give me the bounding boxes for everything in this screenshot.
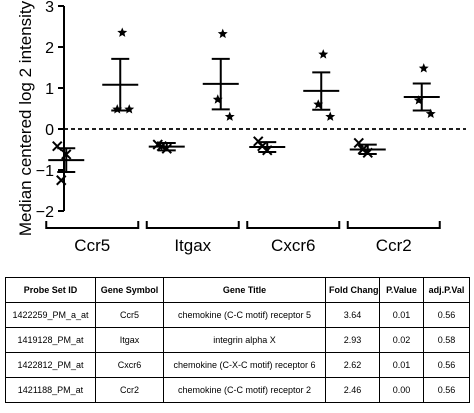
cell-p-value: 0.01: [379, 302, 424, 328]
group-bracket: [145, 221, 240, 229]
data-point-low: [353, 137, 364, 149]
header-fold-change: Fold Change: [325, 277, 380, 303]
data-point-low: [61, 149, 72, 160]
data-point-low: [52, 141, 63, 152]
cell-fold-change: 3.64: [325, 302, 380, 328]
y-tick-label: −2: [36, 204, 54, 221]
y-tick-label: 2: [45, 40, 54, 57]
table-row: 1422812_PM_at Cxcr6 chemokine (C-X-C mot…: [5, 352, 470, 378]
cell-fold-change: 2.46: [325, 377, 380, 403]
y-tick-label: 0: [45, 122, 54, 139]
group-label: Ccr5: [74, 236, 110, 255]
data-point-low: [257, 141, 268, 152]
data-point-high: [313, 99, 324, 109]
cell-probe-set-id: 1419128_PM_at: [5, 327, 96, 353]
header-gene-symbol: Gene Symbol: [95, 277, 164, 303]
cell-probe-set-id: 1422259_PM_a_at: [5, 302, 96, 328]
group-bracket: [346, 221, 441, 229]
cell-fold-change: 2.62: [325, 352, 380, 378]
cell-gene-title: integrin alpha X: [163, 327, 326, 353]
data-point-low: [357, 144, 368, 155]
cell-p-value: 0.02: [379, 327, 424, 353]
group-bracket: [45, 221, 140, 229]
data-point-high: [124, 104, 135, 114]
cell-adj-p-val: 0.56: [423, 377, 470, 403]
dot-plot: −2 −1 0 1 2 3 Median centered log 2 intensity C…: [16, 0, 466, 255]
cell-probe-set-id: 1421188_PM_at: [5, 377, 96, 403]
group-bracket: [246, 221, 341, 229]
data-point-high: [418, 63, 429, 73]
table-row: 1419128_PM_at Itgax integrin alpha X 2.9…: [5, 327, 470, 353]
cell-gene-symbol: Ccr2: [95, 377, 164, 403]
group-label: Cxcr6: [271, 236, 315, 255]
y-axis-title: Median centered log 2 intensity: [16, 0, 35, 236]
data-point-high: [318, 49, 329, 59]
data-point-high: [217, 28, 228, 39]
data-point-high: [212, 94, 223, 104]
cell-adj-p-val: 0.56: [423, 302, 470, 328]
cell-p-value: 0.00: [379, 377, 424, 403]
data-point-low: [156, 141, 167, 152]
data-point-high: [117, 27, 128, 37]
data-point-high: [224, 111, 235, 121]
cell-gene-symbol: Itgax: [95, 327, 164, 353]
cell-probe-set-id: 1422812_PM_at: [5, 352, 96, 378]
cell-gene-symbol: Ccr5: [95, 302, 164, 328]
y-tick-label: 3: [45, 0, 54, 16]
data-point-high: [325, 111, 336, 121]
data-point-high: [112, 104, 123, 114]
data-point-low: [161, 143, 172, 154]
data-point-high: [425, 108, 436, 119]
group-label: Itgax: [174, 236, 211, 255]
header-p-value: P.Value: [379, 277, 424, 303]
cell-adj-p-val: 0.56: [423, 352, 470, 378]
gene-table: Probe Set ID Gene Symbol Gene Title Fold…: [5, 277, 470, 403]
cell-gene-title: chemokine (C-C motif) receptor 5: [163, 302, 326, 328]
gene-table-container: Probe Set ID Gene Symbol Gene Title Fold…: [5, 277, 470, 403]
data-point-low: [56, 175, 67, 186]
cell-gene-symbol: Cxcr6: [95, 352, 164, 378]
data-point-high: [413, 95, 424, 105]
header-probe-set-id: Probe Set ID: [5, 277, 96, 303]
cell-adj-p-val: 0.58: [423, 327, 470, 353]
table-header-row: Probe Set ID Gene Symbol Gene Title Fold…: [5, 277, 470, 303]
header-adj-p-val: adj.P.Val: [423, 277, 470, 303]
data-point-low: [362, 147, 373, 158]
header-gene-title: Gene Title: [163, 277, 326, 303]
y-tick-label: 1: [45, 81, 54, 98]
group-label: Ccr2: [376, 236, 412, 255]
cell-p-value: 0.01: [379, 352, 424, 378]
cell-gene-title: chemokine (C-X-C motif) receptor 6: [163, 352, 326, 378]
cell-gene-title: chemokine (C-C motif) receptor 2: [163, 377, 326, 403]
table-row: 1422259_PM_a_at Ccr5 chemokine (C-C moti…: [5, 302, 470, 328]
table-row: 1421188_PM_at Ccr2 chemokine (C-C motif)…: [5, 377, 470, 403]
cell-fold-change: 2.93: [325, 327, 380, 353]
y-tick-label: −1: [36, 163, 54, 180]
